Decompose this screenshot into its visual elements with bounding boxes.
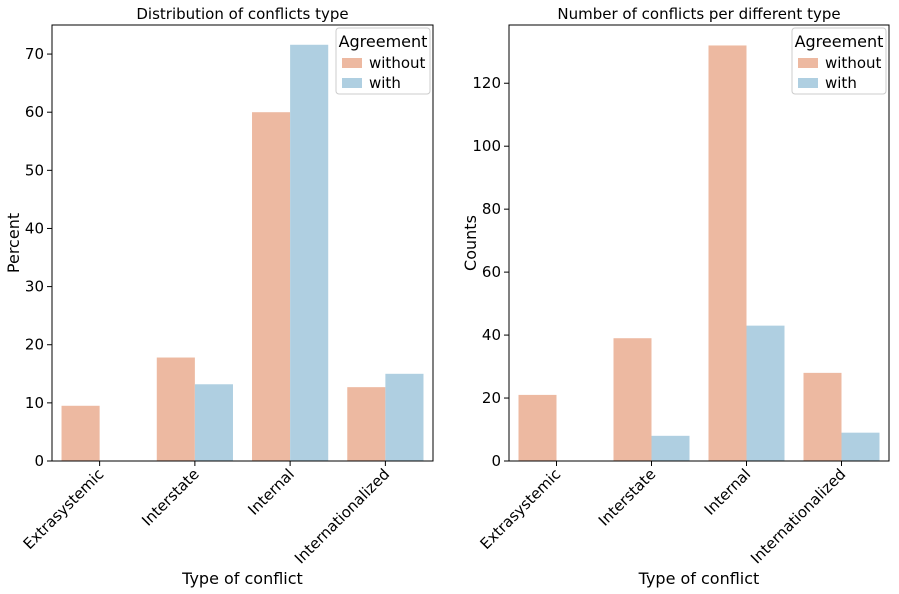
y-tick-label: 60 xyxy=(482,263,501,281)
x-axis-label: Type of conflict xyxy=(181,569,303,588)
y-tick-label: 0 xyxy=(491,452,501,470)
y-tick-label: 20 xyxy=(25,336,44,354)
bar-with-internationalized xyxy=(385,373,424,461)
y-tick-label: 20 xyxy=(482,389,501,407)
axes-frame xyxy=(51,24,434,462)
legend-swatch-without xyxy=(798,58,818,68)
x-tick-label: Interstate xyxy=(138,465,203,530)
legend-label-with: with xyxy=(825,74,857,92)
bar-with-internationalized xyxy=(841,432,880,461)
legend-title: Agreement xyxy=(339,32,428,51)
x-tick-label: Interstate xyxy=(595,465,660,530)
legend-label-without: without xyxy=(369,54,426,72)
y-tick-label: 0 xyxy=(34,452,44,470)
chart-panel-1: Distribution of conflicts type 0 10 20 30 40 5… xyxy=(4,5,434,588)
legend-box xyxy=(791,27,887,95)
y-tick-label: 70 xyxy=(25,45,44,63)
legend-label-with: with xyxy=(369,74,401,92)
bar-with-interstate xyxy=(651,435,690,461)
bar-with-internal xyxy=(290,44,329,462)
y-tick-label: 80 xyxy=(482,200,501,218)
y-axis-label: Counts xyxy=(461,215,480,271)
x-tick-label: Internal xyxy=(244,465,298,519)
bar-with-interstate xyxy=(194,384,233,461)
bar-with-internal xyxy=(746,325,785,461)
y-tick-label: 50 xyxy=(25,161,44,179)
x-tick-label: Internationalized xyxy=(291,465,393,567)
chart-title: Distribution of conflicts type xyxy=(136,5,348,23)
y-tick-label: 100 xyxy=(472,137,501,155)
legend-swatch-with xyxy=(342,78,362,88)
bar-without-internationalized xyxy=(347,387,386,461)
chart-panel-2: Number of conflicts per different type 0 2… xyxy=(461,5,890,588)
x-tick-label: Internal xyxy=(701,465,755,519)
y-tick-label: 40 xyxy=(25,219,44,237)
bar-without-interstate xyxy=(156,357,195,461)
y-tick-label: 30 xyxy=(25,278,44,296)
y-tick-label: 120 xyxy=(472,74,501,92)
y-tick-label: 10 xyxy=(25,394,44,412)
y-tick-label: 60 xyxy=(25,103,44,121)
bar-without-extrasystemic xyxy=(518,394,557,461)
legend-swatch-without xyxy=(342,58,362,68)
legend-label-without: without xyxy=(825,54,882,72)
bar-without-interstate xyxy=(613,338,652,461)
bar-without-extrasystemic xyxy=(61,405,100,461)
legend-box xyxy=(335,27,431,95)
x-tick-label: Extrasystemic xyxy=(476,465,564,553)
legend-swatch-with xyxy=(798,78,818,88)
y-axis-label: Percent xyxy=(4,213,23,273)
bar-without-internal xyxy=(252,112,291,461)
legend: Agreement without with xyxy=(335,27,431,95)
bar-without-internal xyxy=(708,45,747,461)
y-tick-label: 40 xyxy=(482,326,501,344)
legend-title: Agreement xyxy=(795,32,884,51)
chart-title: Number of conflicts per different type xyxy=(557,5,840,23)
legend: Agreement without with xyxy=(791,27,887,95)
bar-without-internationalized xyxy=(803,372,842,461)
x-tick-label: Internationalized xyxy=(747,465,849,567)
axes-frame xyxy=(508,24,890,462)
x-tick-label: Extrasystemic xyxy=(20,465,108,553)
x-axis-label: Type of conflict xyxy=(638,569,760,588)
